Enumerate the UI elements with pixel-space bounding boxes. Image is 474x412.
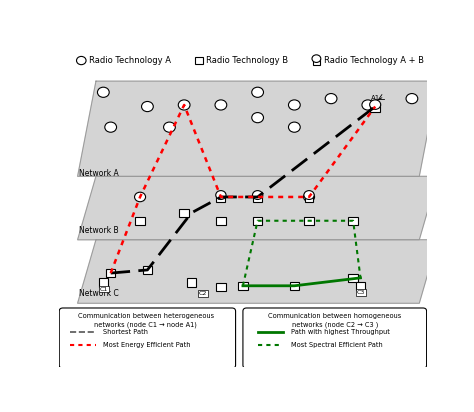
Text: C2: C2	[199, 291, 207, 296]
Circle shape	[135, 192, 146, 202]
Bar	[348, 217, 358, 225]
Text: Radio Technology A: Radio Technology A	[89, 56, 171, 65]
Text: Network A: Network A	[80, 169, 119, 178]
Bar	[253, 194, 262, 202]
Bar	[99, 279, 108, 287]
Text: Radio Technology B: Radio Technology B	[206, 56, 288, 65]
Circle shape	[362, 100, 374, 110]
Bar	[106, 269, 116, 277]
Text: Shortest Path: Shortest Path	[103, 330, 148, 335]
Bar	[348, 274, 358, 282]
Text: Network C: Network C	[80, 290, 119, 298]
Bar	[313, 59, 320, 65]
Text: Communication between homogeneous
networks (node C2 → C3 ): Communication between homogeneous networ…	[268, 314, 401, 328]
Circle shape	[304, 191, 314, 199]
Text: Radio Technology A + B: Radio Technology A + B	[324, 56, 424, 65]
Circle shape	[178, 100, 190, 110]
Text: Most Energy Efficient Path: Most Energy Efficient Path	[103, 342, 191, 348]
Circle shape	[312, 55, 321, 63]
Bar	[135, 217, 145, 225]
Circle shape	[289, 122, 300, 132]
Circle shape	[98, 87, 109, 97]
Text: Communication between heterogeneous
networks (node C1 → node A1): Communication between heterogeneous netw…	[78, 314, 214, 328]
Circle shape	[105, 122, 117, 132]
FancyBboxPatch shape	[243, 308, 427, 368]
Circle shape	[164, 122, 175, 132]
Bar	[179, 209, 189, 217]
Bar	[370, 104, 380, 112]
Circle shape	[215, 100, 227, 110]
Bar	[217, 194, 225, 202]
Circle shape	[216, 191, 226, 199]
Circle shape	[406, 94, 418, 104]
Bar	[216, 283, 226, 292]
Polygon shape	[78, 176, 438, 240]
Bar	[356, 282, 365, 290]
Text: C1: C1	[100, 286, 108, 292]
Bar	[143, 266, 152, 274]
Circle shape	[142, 101, 153, 112]
Circle shape	[370, 100, 381, 110]
Bar	[304, 217, 314, 225]
Polygon shape	[78, 81, 438, 176]
Text: Path with highest Throughput: Path with highest Throughput	[291, 330, 390, 335]
Text: A1: A1	[371, 95, 380, 101]
Polygon shape	[78, 240, 438, 303]
Circle shape	[303, 192, 315, 202]
Text: C3: C3	[357, 290, 365, 295]
Circle shape	[76, 56, 86, 65]
Bar	[195, 57, 203, 64]
Text: Network B: Network B	[80, 226, 119, 235]
Circle shape	[325, 94, 337, 104]
Circle shape	[289, 100, 300, 110]
Circle shape	[252, 112, 264, 123]
Bar	[305, 194, 313, 202]
Bar	[187, 279, 196, 287]
Bar	[253, 217, 263, 225]
Bar	[216, 217, 226, 225]
Circle shape	[252, 87, 264, 97]
FancyBboxPatch shape	[59, 308, 236, 368]
Text: Most Spectral Efficient Path: Most Spectral Efficient Path	[291, 342, 383, 348]
Bar	[290, 282, 299, 290]
Circle shape	[253, 191, 263, 199]
Bar	[238, 282, 248, 290]
